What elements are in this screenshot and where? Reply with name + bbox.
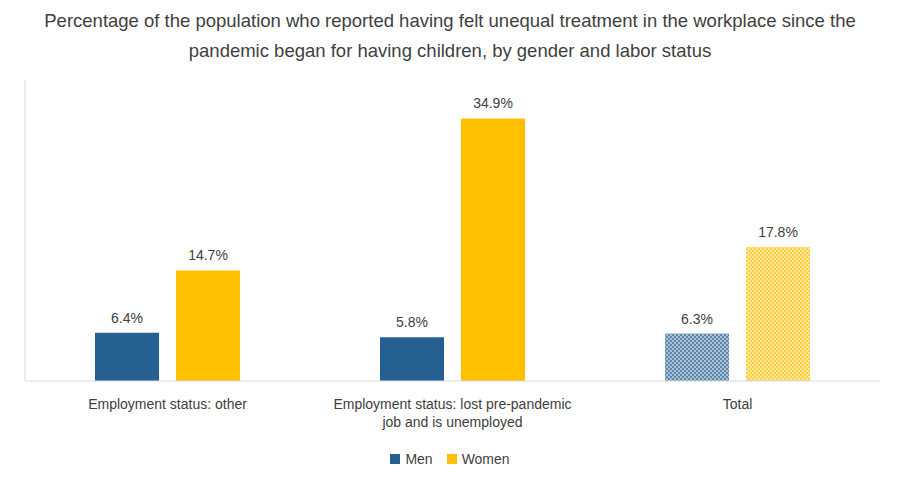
svg-text:Total: Total (723, 396, 753, 412)
svg-text:5.8%: 5.8% (396, 314, 428, 330)
html-text:Men: Men (405, 451, 433, 467)
html-text:Women: Women (461, 451, 510, 467)
svg-text:Employment status: lost pre-pa: Employment status: lost pre-pandemicjob … (333, 396, 571, 430)
svg-text:14.7%: 14.7% (188, 247, 228, 263)
svg-text:Employment status: other: Employment status: other (88, 396, 247, 412)
svg-text:6.3%: 6.3% (681, 311, 713, 327)
svg-text:34.9%: 34.9% (473, 95, 513, 111)
svg-text:17.8%: 17.8% (758, 224, 798, 240)
svg-text:6.4%: 6.4% (111, 310, 143, 326)
html-text:Percentage of the population w: Percentage of the population who reporte… (44, 10, 856, 61)
